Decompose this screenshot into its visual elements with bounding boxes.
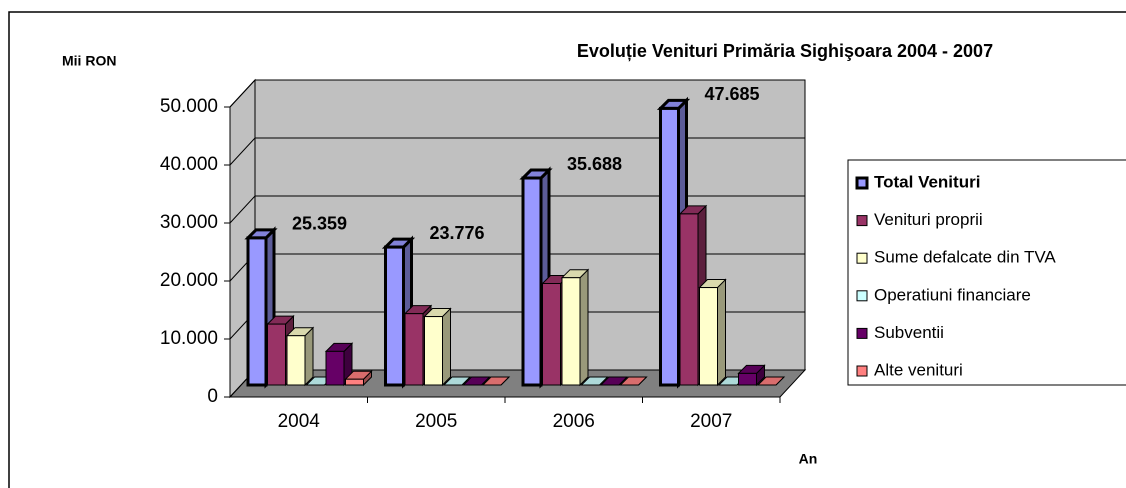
bar-3d — [442, 376, 472, 386]
chart-border — [8, 11, 1126, 488]
legend-swatch — [856, 290, 868, 302]
bar — [561, 277, 581, 386]
x-tick-label: 2007 — [690, 411, 732, 432]
bar-3d — [244, 226, 278, 389]
chart-title: Evoluție Venituri Primăria Sighişoara 20… — [577, 41, 993, 61]
bar-top — [580, 376, 609, 386]
bar-top — [599, 376, 629, 386]
legend-label: Operatiuni financiare — [874, 285, 1031, 304]
bar — [325, 350, 345, 386]
y-tick-label: 10.000 — [160, 328, 218, 349]
data-label: 23.776 — [430, 223, 485, 243]
bar-3d — [756, 376, 786, 386]
bar-3d — [344, 369, 373, 387]
bar — [699, 287, 718, 386]
bar-3d — [423, 307, 452, 387]
legend-swatch — [855, 176, 869, 190]
bar-top — [462, 376, 491, 386]
bar — [246, 236, 268, 387]
grid-line — [229, 79, 805, 108]
legend-label: Subventii — [874, 323, 944, 342]
legend-label: Alte venituri — [874, 360, 963, 379]
legend-swatch — [856, 215, 868, 227]
legend-label: Total Venituri — [874, 172, 980, 191]
bar-side — [579, 268, 589, 387]
bar-3d — [560, 268, 590, 387]
x-tick-label: 2005 — [415, 411, 457, 432]
y-tick-label: 0 — [207, 386, 218, 407]
y-tick-label: 30.000 — [160, 212, 218, 233]
bar-3d — [698, 278, 727, 387]
bar-3d — [285, 326, 315, 387]
bar-top — [756, 376, 786, 386]
grid-line — [229, 195, 805, 224]
legend-label: Sume defalcate din TVA — [874, 248, 1056, 267]
y-tick-label: 50.000 — [160, 96, 218, 117]
y-axis-label: Mii RON — [62, 53, 116, 69]
bar — [521, 176, 543, 387]
bar-3d — [599, 376, 629, 386]
bar-3d — [737, 364, 766, 387]
data-label: 35.688 — [567, 154, 622, 174]
y-tick-label: 40.000 — [160, 154, 218, 175]
bar-top — [619, 376, 648, 386]
bar — [384, 245, 405, 387]
bar — [659, 106, 680, 387]
x-tick-label: 2006 — [553, 411, 595, 432]
x-tick-label: 2004 — [278, 411, 321, 432]
bar — [286, 335, 306, 386]
legend-swatch — [856, 327, 868, 339]
x-axis-label: An — [799, 451, 818, 467]
data-label: 25.359 — [292, 214, 347, 234]
legend-swatch — [856, 365, 868, 377]
bar-side — [717, 278, 726, 387]
bar — [424, 316, 443, 386]
bar-side — [442, 307, 451, 387]
bar — [404, 313, 424, 386]
bar-3d — [619, 376, 648, 386]
bar-top — [442, 376, 472, 386]
bar-side — [304, 326, 314, 387]
legend-swatch — [856, 252, 868, 264]
bar — [679, 213, 699, 386]
bar-top — [481, 376, 511, 386]
bar — [542, 283, 561, 386]
bar-3d — [580, 376, 609, 386]
data-label: 47.685 — [705, 84, 760, 104]
bar-3d — [462, 376, 491, 386]
bar — [738, 372, 757, 386]
legend-label: Venituri proprii — [874, 210, 983, 229]
bar — [345, 378, 364, 386]
bar — [267, 323, 286, 386]
grid-line — [229, 137, 805, 166]
y-tick-label: 20.000 — [160, 270, 218, 291]
legend-box — [847, 159, 1126, 386]
bar-3d — [481, 376, 511, 386]
